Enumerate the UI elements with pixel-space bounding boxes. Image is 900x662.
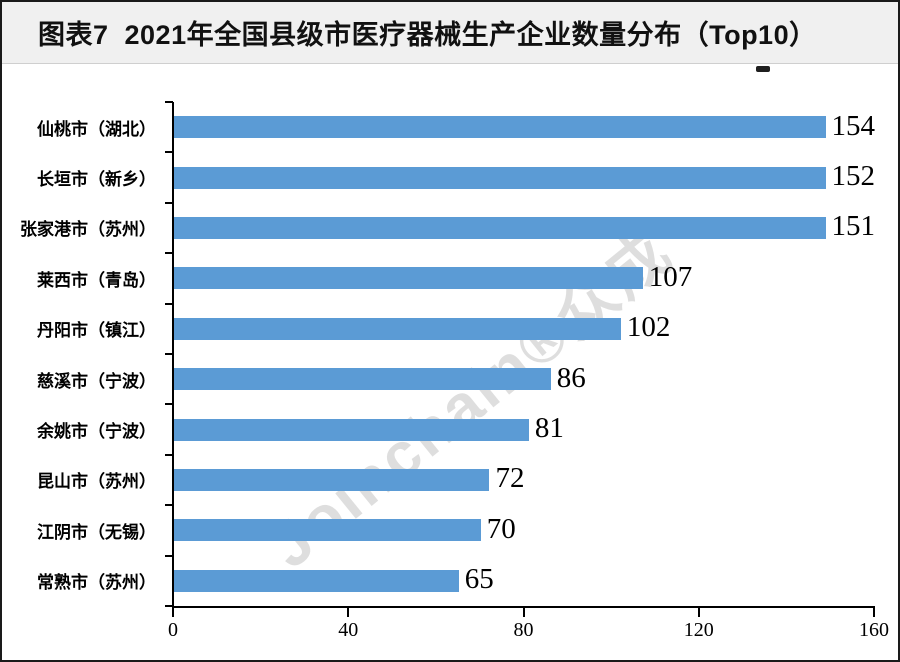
bar (174, 166, 826, 189)
y-axis-tick (165, 453, 173, 456)
bar-row: 65 (174, 556, 875, 606)
bar-row: 102 (174, 304, 875, 354)
value-label: 102 (626, 311, 671, 344)
bar-row: 151 (174, 203, 875, 253)
value-label: 154 (831, 109, 876, 142)
y-axis-tick (165, 353, 173, 355)
bar-row: 81 (174, 404, 875, 454)
y-axis-tick (165, 101, 173, 103)
x-axis-tick (522, 608, 525, 617)
y-axis-tick (165, 504, 173, 507)
chart-title: 图表7 2021年全国县级市医疗器械生产企业数量分布（Top10） (38, 20, 817, 50)
bar-row: 154 (174, 102, 875, 152)
bar-row: 107 (174, 253, 875, 303)
x-axis-tick (347, 608, 350, 617)
value-label: 151 (831, 210, 876, 243)
category-label: 江阴市（无锡） (37, 522, 156, 542)
category-label: 余姚市（宁波） (37, 422, 156, 442)
category-label: 长垣市（新乡） (37, 170, 156, 190)
bar (174, 468, 490, 491)
value-label: 65 (464, 563, 494, 596)
x-axis-tick (873, 608, 875, 617)
value-label: 81 (534, 412, 564, 445)
category-label: 常熟市（苏州） (37, 573, 156, 593)
value-label: 70 (486, 512, 516, 545)
value-label: 107 (648, 260, 693, 293)
bar-row: 70 (174, 505, 875, 555)
x-axis-tick (172, 608, 174, 617)
y-axis-tick (165, 605, 173, 607)
x-axis-line (172, 606, 875, 608)
plot-area: 154 152 151 107 102 86 81 72 70 65 (174, 102, 875, 606)
y-axis-tick (165, 151, 173, 154)
value-label: 72 (495, 462, 525, 495)
category-label: 张家港市（苏州） (20, 220, 156, 240)
y-axis-line (172, 102, 174, 608)
x-axis-tick-label: 0 (168, 619, 178, 641)
x-axis-tick-label: 80 (513, 619, 534, 641)
bar (174, 116, 826, 139)
bar (174, 368, 551, 391)
category-label: 仙桃市（湖北） (37, 119, 156, 139)
x-axis-tick-label: 120 (683, 619, 714, 641)
y-axis-tick (165, 302, 173, 305)
bar (174, 216, 826, 239)
category-label: 丹阳市（镇江） (37, 321, 156, 341)
bar (174, 317, 621, 340)
bar (174, 267, 643, 290)
y-axis-tick (165, 403, 173, 406)
bar-row: 152 (174, 152, 875, 202)
category-label: 昆山市（苏州） (37, 472, 156, 492)
y-axis-tick (165, 201, 173, 204)
bar (174, 569, 459, 592)
bar-row: 86 (174, 354, 875, 404)
category-label: 莱西市（青岛） (37, 270, 156, 290)
x-axis-tick-label: 160 (859, 619, 889, 641)
x-axis-tick-label: 40 (338, 619, 359, 641)
bar-row: 72 (174, 455, 875, 505)
value-label: 86 (556, 361, 586, 394)
chart-title-bar: 图表7 2021年全国县级市医疗器械生产企业数量分布（Top10） (2, 2, 898, 64)
category-label: 慈溪市（宁波） (37, 371, 156, 391)
value-label: 152 (831, 160, 876, 193)
bar (174, 418, 529, 441)
y-axis-tick (165, 554, 173, 557)
logo-artifact (756, 66, 770, 72)
y-axis-tick (165, 252, 173, 255)
bar (174, 519, 481, 542)
x-axis-tick (697, 608, 700, 617)
